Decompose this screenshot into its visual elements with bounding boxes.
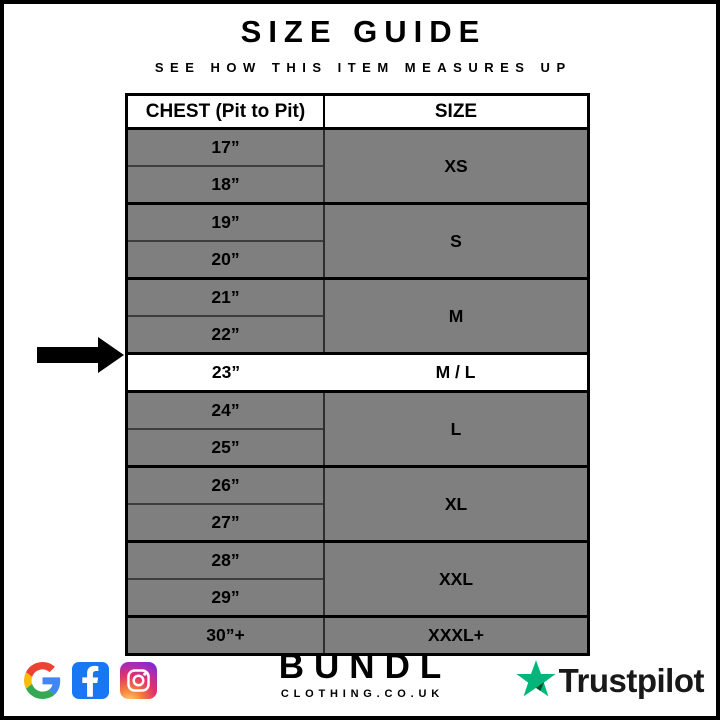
page-title: SIZE GUIDE — [240, 14, 487, 49]
table-row: 20” — [126, 240, 589, 279]
chest-cell: 24” — [126, 390, 325, 429]
column-header-chest: CHEST (Pit to Pit) — [126, 94, 325, 130]
column-header-size: SIZE — [324, 94, 589, 130]
google-icon — [24, 662, 61, 699]
facebook-icon — [72, 662, 109, 699]
trustpilot-star-icon — [516, 659, 556, 703]
size-cell: XXL — [324, 540, 589, 617]
arrow-shaft — [37, 347, 98, 363]
chest-cell: 21” — [126, 277, 325, 316]
page-subtitle: SEE HOW THIS ITEM MEASURES UP — [154, 60, 572, 75]
trustpilot-label: Trustpilot — [558, 662, 705, 699]
chest-cell: 23” — [126, 352, 324, 393]
social-icons — [24, 662, 157, 699]
chest-cell: 19” — [126, 202, 325, 241]
chest-cell: 30”+ — [126, 615, 325, 655]
chest-cell: 28” — [126, 540, 325, 579]
table-row: 26” XL — [126, 465, 589, 542]
table-row: 17” XS — [126, 127, 589, 204]
size-cell: XS — [324, 127, 589, 204]
brand-name: BUNDL — [278, 647, 452, 686]
chest-cell: 29” — [126, 578, 325, 617]
size-cell: S — [324, 202, 589, 279]
brand-domain: CLOTHING.CO.UK — [280, 688, 444, 700]
highlight-arrow-icon — [36, 337, 124, 373]
table-header-row: CHEST (Pit to Pit) SIZE — [126, 94, 589, 130]
chest-cell: 22” — [126, 315, 325, 354]
chest-cell: 17” — [126, 127, 325, 166]
size-cell: M / L — [324, 352, 589, 393]
arrow-head — [98, 337, 124, 373]
instagram-icon — [120, 662, 157, 699]
chest-cell: 26” — [126, 465, 325, 504]
chest-cell: 18” — [126, 165, 325, 204]
chest-cell: 27” — [126, 503, 325, 542]
chest-cell: 20” — [126, 240, 325, 279]
size-cell: XXXL+ — [324, 615, 589, 655]
table-row: 24” L — [126, 390, 589, 467]
table-row: 29” — [126, 578, 589, 617]
table-row: 18” — [126, 165, 589, 204]
table-row: 19” S — [126, 202, 589, 279]
table-row: 25” — [126, 428, 589, 467]
table-row: 22” — [126, 315, 589, 354]
chest-cell: 25” — [126, 428, 325, 467]
size-cell: L — [324, 390, 589, 467]
table-row: 27” — [126, 503, 589, 542]
table-row: 30”+ XXXL+ — [126, 615, 589, 655]
size-cell: M — [324, 277, 589, 354]
trustpilot-logo: Trustpilot — [516, 659, 705, 703]
size-guide-table: CHEST (Pit to Pit) SIZE 17” XS 18” 19” S 20” 2… — [125, 93, 590, 656]
table-row-highlighted: 23” M / L — [126, 352, 589, 393]
table-row: 21” M — [126, 277, 589, 354]
size-cell: XL — [324, 465, 589, 542]
brand-logo: BUNDL CLOTHING.CO.UK — [4, 649, 716, 700]
table-row: 28” XXL — [126, 540, 589, 617]
